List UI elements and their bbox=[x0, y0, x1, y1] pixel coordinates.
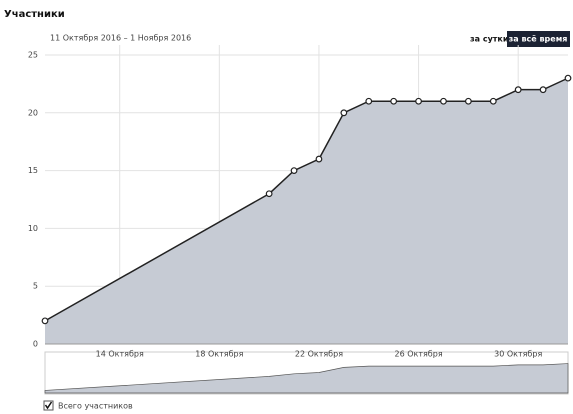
x-tick-label: 30 Октября bbox=[494, 350, 542, 359]
y-tick-label: 0 bbox=[33, 340, 38, 349]
point bbox=[265, 190, 273, 198]
y-tick-label: 25 bbox=[28, 51, 38, 60]
point bbox=[390, 97, 398, 105]
checkmark bbox=[44, 401, 53, 410]
point bbox=[464, 97, 472, 105]
day-button[interactable]: за сутки bbox=[470, 35, 508, 44]
point bbox=[514, 86, 522, 94]
point bbox=[564, 74, 572, 82]
point bbox=[315, 155, 323, 163]
point bbox=[290, 167, 298, 175]
x-tick-label: 14 Октября bbox=[96, 350, 144, 359]
y-tick-label: 15 bbox=[28, 166, 38, 175]
line bbox=[44, 77, 569, 322]
legend-label[interactable]: Всего участников bbox=[58, 402, 133, 411]
x-tick-label: 26 Октября bbox=[394, 350, 442, 359]
point bbox=[489, 97, 497, 105]
point bbox=[539, 86, 547, 94]
area bbox=[45, 78, 568, 345]
y-tick-label: 5 bbox=[33, 282, 38, 291]
chart-title: Участники bbox=[4, 9, 65, 20]
point bbox=[365, 97, 373, 105]
all-time-button-bg[interactable] bbox=[507, 31, 570, 47]
point bbox=[415, 97, 422, 105]
y-tick-label: 20 bbox=[28, 108, 38, 117]
point bbox=[41, 317, 49, 325]
all-time-button[interactable]: за всё время bbox=[509, 35, 568, 44]
point bbox=[340, 109, 348, 117]
date-range: 11 Октября 2016 – 1 Ноября 2016 bbox=[50, 34, 191, 43]
x-tick-label: 18 Октября bbox=[195, 350, 243, 359]
navigator-area bbox=[44, 363, 569, 394]
point bbox=[440, 97, 447, 105]
y-tick-label: 10 bbox=[28, 224, 38, 233]
x-tick-label: 22 Октября bbox=[295, 350, 343, 359]
